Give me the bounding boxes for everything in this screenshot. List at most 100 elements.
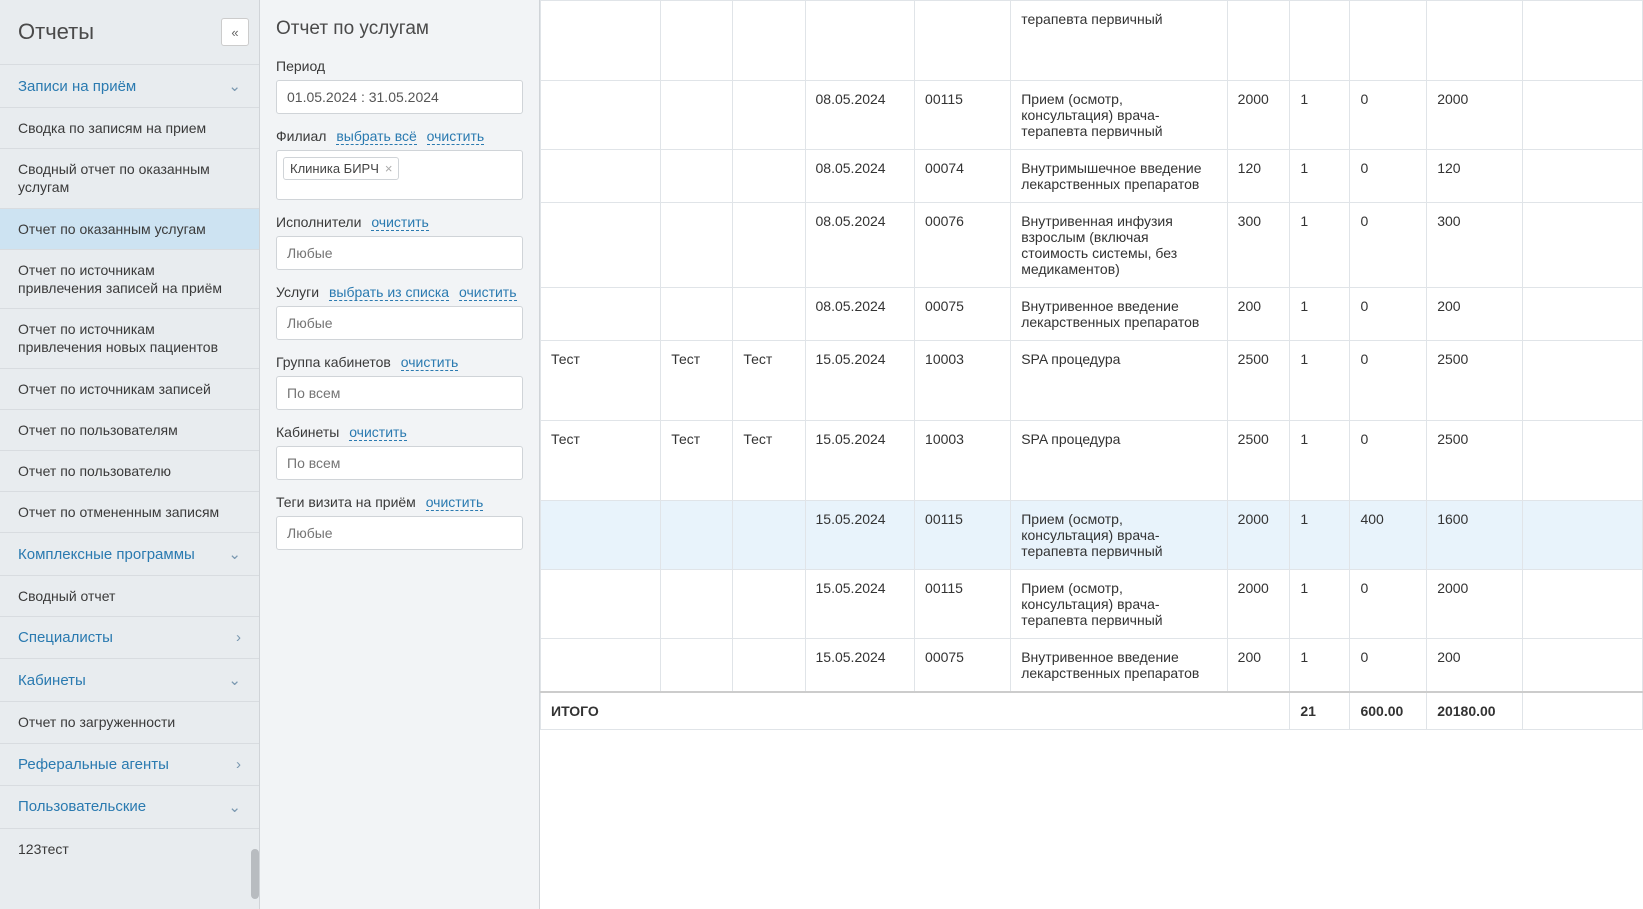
table-cell: терапевта первичный — [1011, 1, 1227, 81]
visit-tags-input[interactable] — [276, 516, 523, 550]
table-cell: 00115 — [915, 501, 1011, 570]
clear-link[interactable]: очистить — [349, 424, 407, 441]
table-cell: 300 — [1427, 203, 1522, 288]
table-cell: Тест — [541, 421, 661, 501]
nav-item[interactable]: Отчет по источникам привлечения новых па… — [0, 308, 259, 367]
total-cell: 21 — [1290, 692, 1350, 730]
table-cell: 15.05.2024 — [805, 639, 915, 693]
nav-item[interactable]: Отчет по источникам записей — [0, 368, 259, 409]
cabinets-input[interactable] — [276, 446, 523, 480]
table-cell — [541, 288, 661, 341]
nav-item[interactable]: Отчет по источникам привлечения записей … — [0, 249, 259, 308]
table-cell — [733, 501, 805, 570]
table-row[interactable]: 08.05.202400075Внутривенное введение лек… — [541, 288, 1643, 341]
table-cell — [1522, 150, 1642, 203]
table-cell: 0 — [1350, 421, 1427, 501]
filter-label: Исполнители очистить — [276, 214, 523, 230]
table-cell: 120 — [1427, 150, 1522, 203]
nav-section-referral[interactable]: Реферальные агенты › — [0, 743, 259, 785]
clear-link[interactable]: очистить — [459, 284, 517, 301]
table-cell: 08.05.2024 — [805, 81, 915, 150]
table-cell: 300 — [1227, 203, 1290, 288]
branch-tag: Клиника БИРЧ × — [283, 157, 399, 180]
nav-item[interactable]: 123тест — [0, 828, 259, 869]
scrollbar-thumb[interactable] — [251, 849, 259, 899]
table-cell: Тест — [661, 341, 733, 421]
table-cell: 1 — [1290, 288, 1350, 341]
table-row[interactable]: 08.05.202400115Прием (осмотр, консультац… — [541, 81, 1643, 150]
clear-link[interactable]: очистить — [401, 354, 459, 371]
table-cell: 0 — [1350, 203, 1427, 288]
table-cell: 1 — [1290, 639, 1350, 693]
table-cell: Тест — [661, 421, 733, 501]
nav-item-active[interactable]: Отчет по оказанным услугам — [0, 208, 259, 249]
chevron-down-icon: ⌄ — [228, 671, 241, 689]
clear-link[interactable]: очистить — [427, 128, 485, 145]
filter-label: Филиал выбрать всё очистить — [276, 128, 523, 144]
table-cell — [1522, 421, 1642, 501]
remove-tag-icon[interactable]: × — [385, 161, 393, 176]
nav-section-label: Записи на приём — [18, 78, 136, 95]
table-cell: 1 — [1290, 421, 1350, 501]
table-cell — [1290, 1, 1350, 81]
chevron-down-icon: ⌄ — [228, 77, 241, 95]
table-row[interactable]: 15.05.202400115Прием (осмотр, консультац… — [541, 501, 1643, 570]
table-cell: 15.05.2024 — [805, 501, 915, 570]
table-row[interactable]: 15.05.202400075Внутривенное введение лек… — [541, 639, 1643, 693]
table-cell — [1427, 1, 1522, 81]
select-from-list-link[interactable]: выбрать из списка — [329, 284, 449, 301]
table-cell — [733, 81, 805, 150]
table-cell: Прием (осмотр, консультация) врача-терап… — [1011, 570, 1227, 639]
cabinet-group-input[interactable] — [276, 376, 523, 410]
nav-section-label: Комплексные программы — [18, 546, 195, 563]
period-input[interactable] — [276, 80, 523, 114]
table-cell: Тест — [733, 341, 805, 421]
table-row[interactable]: 08.05.202400076Внутривенная инфузия взро… — [541, 203, 1643, 288]
table-row[interactable]: 15.05.202400115Прием (осмотр, консультац… — [541, 570, 1643, 639]
table-cell — [1522, 81, 1642, 150]
branch-tag-input[interactable]: Клиника БИРЧ × — [276, 150, 523, 200]
executors-input[interactable] — [276, 236, 523, 270]
table-cell — [1227, 1, 1290, 81]
table-cell: Тест — [541, 341, 661, 421]
nav-item[interactable]: Сводный отчет — [0, 575, 259, 616]
scrollbar[interactable] — [251, 72, 259, 909]
table-cell — [541, 501, 661, 570]
select-all-link[interactable]: выбрать всё — [336, 128, 416, 145]
nav-section-cabinets[interactable]: Кабинеты ⌄ — [0, 658, 259, 701]
nav-item[interactable]: Отчет по отмененным записям — [0, 491, 259, 532]
table-cell: 0 — [1350, 341, 1427, 421]
nav-section-specialists[interactable]: Специалисты › — [0, 616, 259, 658]
table-cell — [541, 150, 661, 203]
clear-link[interactable]: очистить — [371, 214, 429, 231]
table-row[interactable]: терапевта первичный — [541, 1, 1643, 81]
table-cell — [661, 288, 733, 341]
clear-link[interactable]: очистить — [426, 494, 484, 511]
table-cell: SPA процедура — [1011, 421, 1227, 501]
table-cell — [541, 639, 661, 693]
collapse-sidebar-button[interactable]: « — [221, 18, 249, 46]
nav-section-label: Кабинеты — [18, 672, 86, 689]
table-cell — [661, 639, 733, 693]
table-row[interactable]: ТестТестТест15.05.202410003SPA процедура… — [541, 341, 1643, 421]
table-cell: 1600 — [1427, 501, 1522, 570]
table-cell: Внутривенное введение лекарственных преп… — [1011, 288, 1227, 341]
table-row[interactable]: 08.05.202400074Внутримышечное введение л… — [541, 150, 1643, 203]
nav-item[interactable]: Отчет по пользователю — [0, 450, 259, 491]
table-cell — [661, 501, 733, 570]
table-cell: SPA процедура — [1011, 341, 1227, 421]
sidebar: Отчеты « Записи на приём ⌄ Сводка по зап… — [0, 0, 260, 909]
nav-item[interactable]: Сводка по записям на прием — [0, 107, 259, 148]
nav-section-custom[interactable]: Пользовательские ⌄ — [0, 785, 259, 828]
table-cell: 2500 — [1227, 421, 1290, 501]
nav-section-records[interactable]: Записи на приём ⌄ — [0, 64, 259, 107]
nav-section-complex[interactable]: Комплексные программы ⌄ — [0, 532, 259, 575]
table-cell — [661, 1, 733, 81]
services-input[interactable] — [276, 306, 523, 340]
nav-item[interactable]: Отчет по загруженности — [0, 701, 259, 742]
filter-branch: Филиал выбрать всё очистить Клиника БИРЧ… — [276, 128, 523, 200]
nav-item[interactable]: Сводный отчет по оказанным услугам — [0, 148, 259, 207]
nav-item[interactable]: Отчет по пользователям — [0, 409, 259, 450]
table-cell: 10003 — [915, 421, 1011, 501]
table-row[interactable]: ТестТестТест15.05.202410003SPA процедура… — [541, 421, 1643, 501]
